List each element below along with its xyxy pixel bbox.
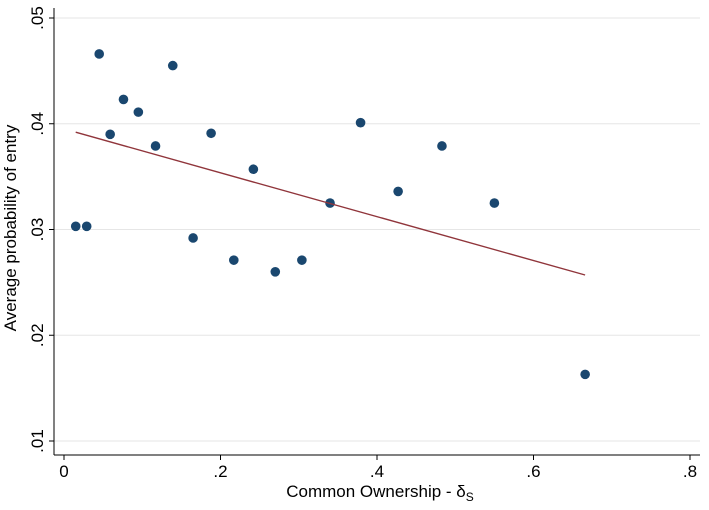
data-point-9 bbox=[206, 128, 216, 139]
y-axis-title: Average probability of entry bbox=[1, 124, 20, 331]
data-point-2 bbox=[94, 49, 105, 59]
data-point-16 bbox=[393, 186, 403, 197]
data-point-1 bbox=[81, 221, 92, 232]
data-point-7 bbox=[167, 60, 178, 71]
data-point-0 bbox=[70, 221, 81, 232]
y-tick-label-3: .04 bbox=[28, 112, 47, 136]
gridlines bbox=[54, 17, 700, 442]
x-tick-label-2: .4 bbox=[370, 462, 384, 481]
tick-labels: .01 .02 .03 .04 .05 0 .2 .4 .6 .8 bbox=[28, 6, 697, 481]
x-axis-title-subscript: S bbox=[466, 490, 474, 504]
data-point-4 bbox=[118, 94, 129, 105]
data-series bbox=[70, 49, 590, 380]
x-tick-label-0: 0 bbox=[59, 462, 68, 481]
x-tick-label-3: .6 bbox=[526, 462, 540, 481]
data-point-19 bbox=[580, 369, 590, 380]
axes bbox=[49, 8, 700, 460]
data-point-5 bbox=[133, 107, 144, 117]
data-point-15 bbox=[355, 117, 366, 128]
data-point-12 bbox=[270, 267, 281, 277]
y-tick-label-2: .03 bbox=[28, 218, 47, 242]
x-axis-title-text: Common Ownership - δ bbox=[286, 482, 466, 501]
data-point-6 bbox=[150, 141, 161, 151]
x-tick-label-4: .8 bbox=[683, 462, 697, 481]
data-point-11 bbox=[248, 164, 259, 175]
y-tick-label-0: .01 bbox=[28, 429, 47, 453]
data-point-13 bbox=[297, 255, 307, 265]
x-tick-label-1: .2 bbox=[213, 462, 227, 481]
data-point-10 bbox=[229, 255, 239, 265]
data-point-18 bbox=[489, 198, 500, 208]
y-tick-label-1: .02 bbox=[28, 323, 47, 347]
data-point-3 bbox=[105, 129, 115, 140]
data-point-17 bbox=[437, 141, 447, 151]
data-point-8 bbox=[188, 233, 198, 243]
fit-line bbox=[75, 131, 586, 276]
y-tick-label-4: .05 bbox=[28, 6, 47, 30]
x-axis-title: Common Ownership - δS bbox=[286, 482, 474, 504]
